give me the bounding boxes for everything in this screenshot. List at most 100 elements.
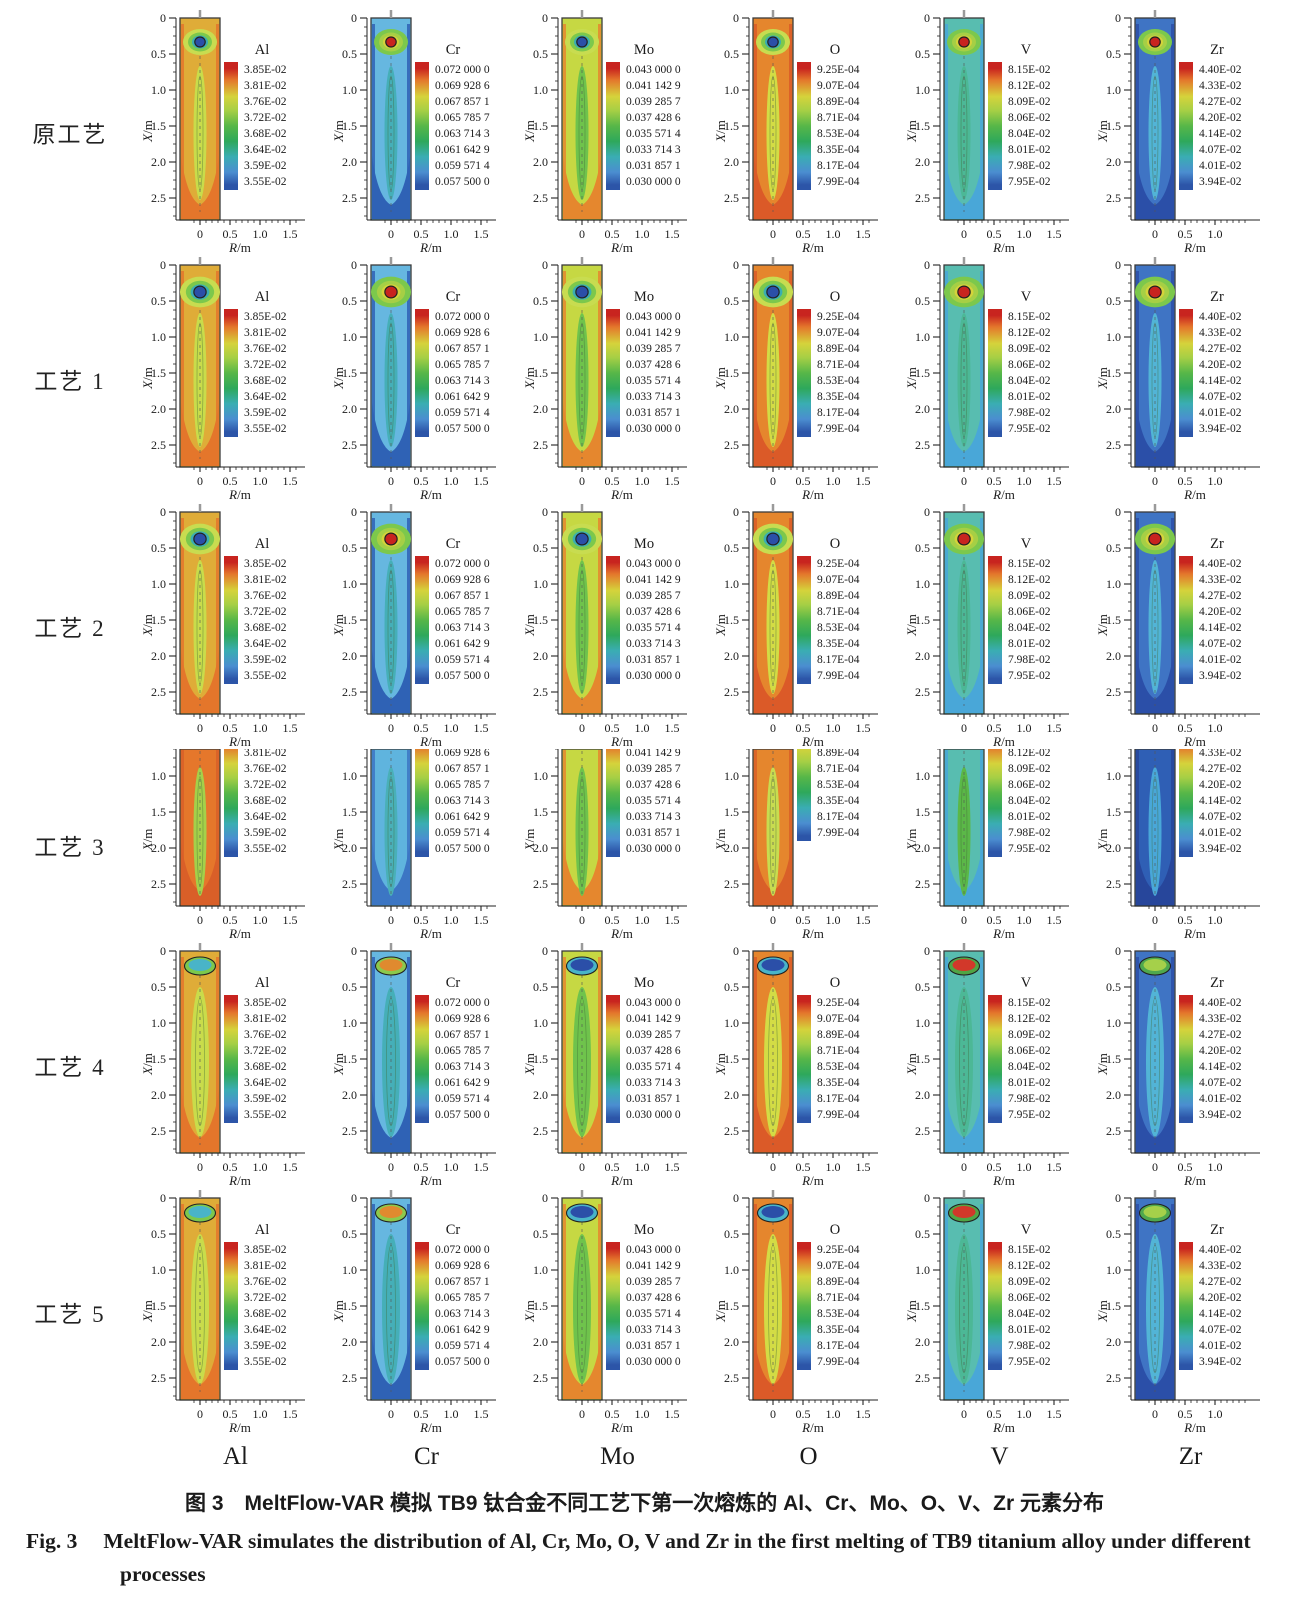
legend-values: 9.25E-049.07E-048.89E-048.71E-048.53E-04… xyxy=(817,749,859,841)
svg-text:1.0: 1.0 xyxy=(635,913,650,927)
legend-value: 0.035 571 4 xyxy=(626,128,681,140)
svg-text:0.5: 0.5 xyxy=(151,541,166,555)
cr-colorbar-legend: Cr 0.072 000 0 0.069 928 6 0.067 857 1 0.065… xyxy=(415,1222,491,1370)
svg-text:0.5: 0.5 xyxy=(796,1407,811,1421)
colorbar xyxy=(1179,556,1193,684)
svg-text:0.5: 0.5 xyxy=(987,1407,1002,1421)
legend-value: 4.01E-02 xyxy=(1199,654,1242,666)
legend-value: 4.14E-02 xyxy=(1199,795,1242,807)
legend-value: 3.68E-02 xyxy=(244,128,287,140)
colorbar xyxy=(606,62,620,190)
svg-text:2.5: 2.5 xyxy=(915,1124,930,1138)
svg-text:R/m: R/m xyxy=(419,487,442,502)
svg-text:1.5: 1.5 xyxy=(474,721,489,735)
svg-text:R/m: R/m xyxy=(1183,734,1206,749)
legend-value: 4.27E-02 xyxy=(1199,1029,1242,1041)
legend-value: 4.20E-02 xyxy=(1199,779,1242,791)
svg-text:1.5: 1.5 xyxy=(342,805,357,819)
legend-value: 3.59E-02 xyxy=(244,654,287,666)
zr-contour-plot: 00.51.01.52.02.50 0.5 1.0R/mX/m xyxy=(1095,1190,1260,1435)
svg-text:R/m: R/m xyxy=(992,926,1015,941)
svg-text:R/m: R/m xyxy=(992,1420,1015,1435)
svg-text:0: 0 xyxy=(351,11,357,25)
plot-cell-al: 0 0.5 1.0 1.5 2.0 2.5 0 0.5 1.0 1.5 R/m X/m Al 3.85E-… xyxy=(140,255,331,502)
plot-cell-zr: 0 0.5 1.0 1.5 2.0 2.5 0 0.5 1.0 R/m X/m Zr 4.40E-02 4… xyxy=(1095,1188,1286,1435)
svg-text:0.5: 0.5 xyxy=(533,1227,548,1241)
v-colorbar-legend: V 8.15E-02 8.12E-02 8.09E-02 8.06E-02 8.04E-0… xyxy=(988,42,1064,190)
svg-text:0: 0 xyxy=(1152,721,1158,735)
svg-text:2.5: 2.5 xyxy=(151,438,166,452)
cr-contour-plot: 0 0.5 1.0 1.5 2.0 2.5 0 0.5 1.0 1.5 R/m X/m xyxy=(331,504,496,749)
colorbar xyxy=(224,749,238,857)
svg-text:1.0: 1.0 xyxy=(342,83,357,97)
svg-text:1.0: 1.0 xyxy=(635,1160,650,1174)
svg-text:1.5: 1.5 xyxy=(533,119,548,133)
al-contour-plot: 0 0.5 1.0 1.5 2.0 2.5 0 0.5 1.0 1.5 R/m X/m xyxy=(140,10,305,255)
svg-text:0: 0 xyxy=(924,1191,930,1205)
legend-value: 0.057 500 0 xyxy=(435,1356,490,1368)
svg-text:2.0: 2.0 xyxy=(724,1088,739,1102)
svg-text:0.5: 0.5 xyxy=(151,1227,166,1241)
v-colorbar-legend: V 8.15E-02 8.12E-02 8.09E-02 8.06E-02 8.04E-0… xyxy=(988,1222,1064,1370)
svg-text:1.5: 1.5 xyxy=(724,1052,739,1066)
legend-value: 0.041 142 9 xyxy=(626,749,681,759)
legend-title: Al xyxy=(254,536,270,552)
o-contour-plot: 0 0.5 1.0 1.5 2.0 2.5 0 0.5 1.0 1.5 R/m X/m xyxy=(713,10,878,255)
svg-text:1.0: 1.0 xyxy=(826,721,841,735)
cr-colorbar-legend: Cr 0.072 000 0 0.069 928 6 0.067 857 1 0.065… xyxy=(415,975,491,1123)
svg-text:1.0: 1.0 xyxy=(1017,1160,1032,1174)
legend-value: 7.99E-04 xyxy=(817,670,860,682)
svg-text:1.5: 1.5 xyxy=(533,1052,548,1066)
cr-colorbar-legend: Cr 0.072 000 0 0.069 928 6 0.067 857 1 0.065… xyxy=(415,536,491,684)
legend-value: 0.031 857 1 xyxy=(626,160,681,172)
svg-text:0.5: 0.5 xyxy=(915,980,930,994)
legend-value: 3.55E-02 xyxy=(244,670,287,682)
legend-value: 8.06E-02 xyxy=(1008,359,1051,371)
colorbar xyxy=(415,309,429,437)
svg-text:0: 0 xyxy=(770,1407,776,1421)
legend-value: 0.065 785 7 xyxy=(435,1292,490,1304)
svg-text:1.0: 1.0 xyxy=(724,769,739,783)
svg-text:1.0: 1.0 xyxy=(151,1016,166,1030)
svg-text:2.0: 2.0 xyxy=(915,1335,930,1349)
legend-value: 4.27E-02 xyxy=(1199,343,1242,355)
process-row: 工艺 5 0 0.5 1.0 1.5 2.0 2.5 0 0.5 1.0 1.5 R/m X/m Al 3.… xyxy=(0,1188,1289,1435)
legend-value: 3.76E-02 xyxy=(244,96,287,108)
svg-text:2.0: 2.0 xyxy=(724,402,739,416)
legend-value: 9.07E-04 xyxy=(817,327,860,339)
legend-value: 8.15E-02 xyxy=(1008,1244,1051,1256)
svg-text:0: 0 xyxy=(961,227,967,241)
svg-text:0: 0 xyxy=(770,721,776,735)
svg-text:1.0: 1.0 xyxy=(1106,330,1121,344)
svg-text:0: 0 xyxy=(1152,913,1158,927)
svg-text:2.0: 2.0 xyxy=(533,841,548,855)
legend-value: 8.17E-04 xyxy=(817,654,860,666)
al-colorbar-legend: Al 3.85E-02 3.81E-02 3.76E-02 3.72E-02 3.68E-… xyxy=(224,975,300,1123)
legend-value: 8.12E-02 xyxy=(1008,327,1051,339)
svg-text:2.0: 2.0 xyxy=(151,1088,166,1102)
al-colorbar-legend: Al 3.85E-02 3.81E-02 3.76E-02 3.72E-02 3.68E-… xyxy=(224,1222,300,1370)
svg-text:R/m: R/m xyxy=(801,240,824,255)
svg-text:0.5: 0.5 xyxy=(414,227,429,241)
legend-value: 8.12E-02 xyxy=(1008,574,1051,586)
svg-text:R/m: R/m xyxy=(610,734,633,749)
legend-values: 8.15E-028.12E-028.09E-028.06E-028.04E-02… xyxy=(1008,749,1050,857)
legend-value: 8.01E-02 xyxy=(1008,638,1051,650)
svg-text:1.5: 1.5 xyxy=(915,805,930,819)
svg-text:2.5: 2.5 xyxy=(915,191,930,205)
al-colorbar-legend: Al 3.85E-02 3.81E-02 3.76E-02 3.72E-02 3.68E-… xyxy=(224,289,300,437)
svg-text:0.5: 0.5 xyxy=(724,294,739,308)
legend-value: 4.07E-02 xyxy=(1199,811,1242,823)
mo-colorbar-legend: 0.043 000 00.041 142 90.039 285 70.037 4… xyxy=(606,749,681,857)
svg-text:1.5: 1.5 xyxy=(1106,366,1121,380)
svg-text:1.5: 1.5 xyxy=(474,474,489,488)
svg-text:0.5: 0.5 xyxy=(1178,1160,1193,1174)
svg-text:1.0: 1.0 xyxy=(724,1016,739,1030)
legend-value: 3.68E-02 xyxy=(244,1308,287,1320)
svg-text:1.0: 1.0 xyxy=(826,1160,841,1174)
legend-value: 7.98E-02 xyxy=(1008,1340,1051,1352)
svg-text:1.5: 1.5 xyxy=(151,119,166,133)
svg-text:1.5: 1.5 xyxy=(151,366,166,380)
legend-title: Cr xyxy=(445,42,461,58)
